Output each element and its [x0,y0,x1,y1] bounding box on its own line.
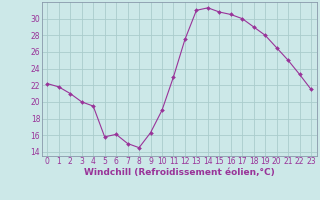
X-axis label: Windchill (Refroidissement éolien,°C): Windchill (Refroidissement éolien,°C) [84,168,275,177]
